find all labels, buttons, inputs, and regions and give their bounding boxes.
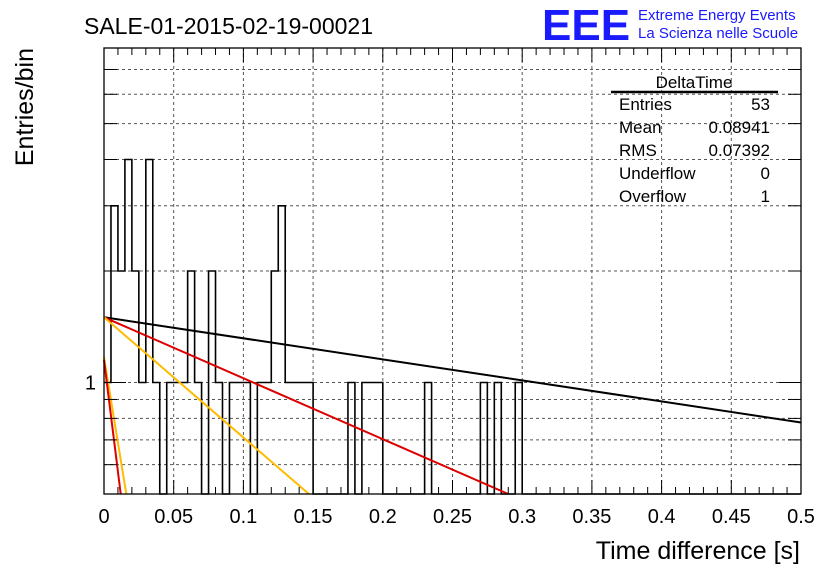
stats-value: 1 <box>761 187 770 206</box>
stats-value: 0.07392 <box>709 141 770 160</box>
fit-line <box>103 316 310 495</box>
stats-label: Entries <box>619 95 672 114</box>
fit-line <box>103 359 122 495</box>
y-axis-label: Entries/bin <box>11 48 39 166</box>
stats-label: RMS <box>619 141 657 160</box>
x-tick-label: 0.5 <box>787 506 815 528</box>
fit-line <box>103 316 802 424</box>
x-tick-label: 0.2 <box>369 506 397 528</box>
stats-value: 53 <box>751 95 770 114</box>
fit-lines <box>103 316 802 495</box>
x-tick-labels: 0 0.05 0.1 0.15 0.2 0.25 0.3 0.35 0.4 0.45 0.5 <box>98 506 814 528</box>
x-tick-label: 0.05 <box>154 506 193 528</box>
x-tick-label: 0 <box>98 506 109 528</box>
run-title: SALE-01-2015-02-19-00021 <box>84 13 373 39</box>
stats-rows: Entries 53 Mean 0.08941 RMS 0.07392 Underflow 0… <box>619 95 770 206</box>
y-tick-label: 1 <box>85 373 96 395</box>
axis-ticks <box>103 48 802 494</box>
fit-line <box>103 357 128 495</box>
x-tick-label: 0.25 <box>433 506 472 528</box>
stats-value: 0 <box>761 164 770 183</box>
fit-line <box>103 316 509 495</box>
x-tick-label: 0.1 <box>229 506 257 528</box>
x-tick-label: 0.3 <box>508 506 536 528</box>
x-tick-label: 0.35 <box>572 506 611 528</box>
logo-tagline-2: La Scienza nelle Scuole <box>638 25 798 42</box>
x-axis-label: Time difference [s] <box>596 537 800 565</box>
stats-label: Overflow <box>619 187 687 206</box>
logo-tagline-1: Extreme Energy Events <box>638 7 796 24</box>
stats-box-title: DeltaTime <box>656 73 733 92</box>
stats-value: 0.08941 <box>709 118 770 137</box>
eee-logo: EEE <box>542 1 630 50</box>
x-tick-label: 0.45 <box>712 506 751 528</box>
x-tick-label: 0.4 <box>648 506 676 528</box>
grid-lines <box>104 48 801 494</box>
stats-label: Mean <box>619 118 662 137</box>
x-tick-label: 0.15 <box>294 506 333 528</box>
stats-label: Underflow <box>619 164 696 183</box>
y-tick-labels: 1 <box>85 373 96 395</box>
stats-box: DeltaTime Entries 53 Mean 0.08941 RMS 0.07392… <box>611 73 778 206</box>
